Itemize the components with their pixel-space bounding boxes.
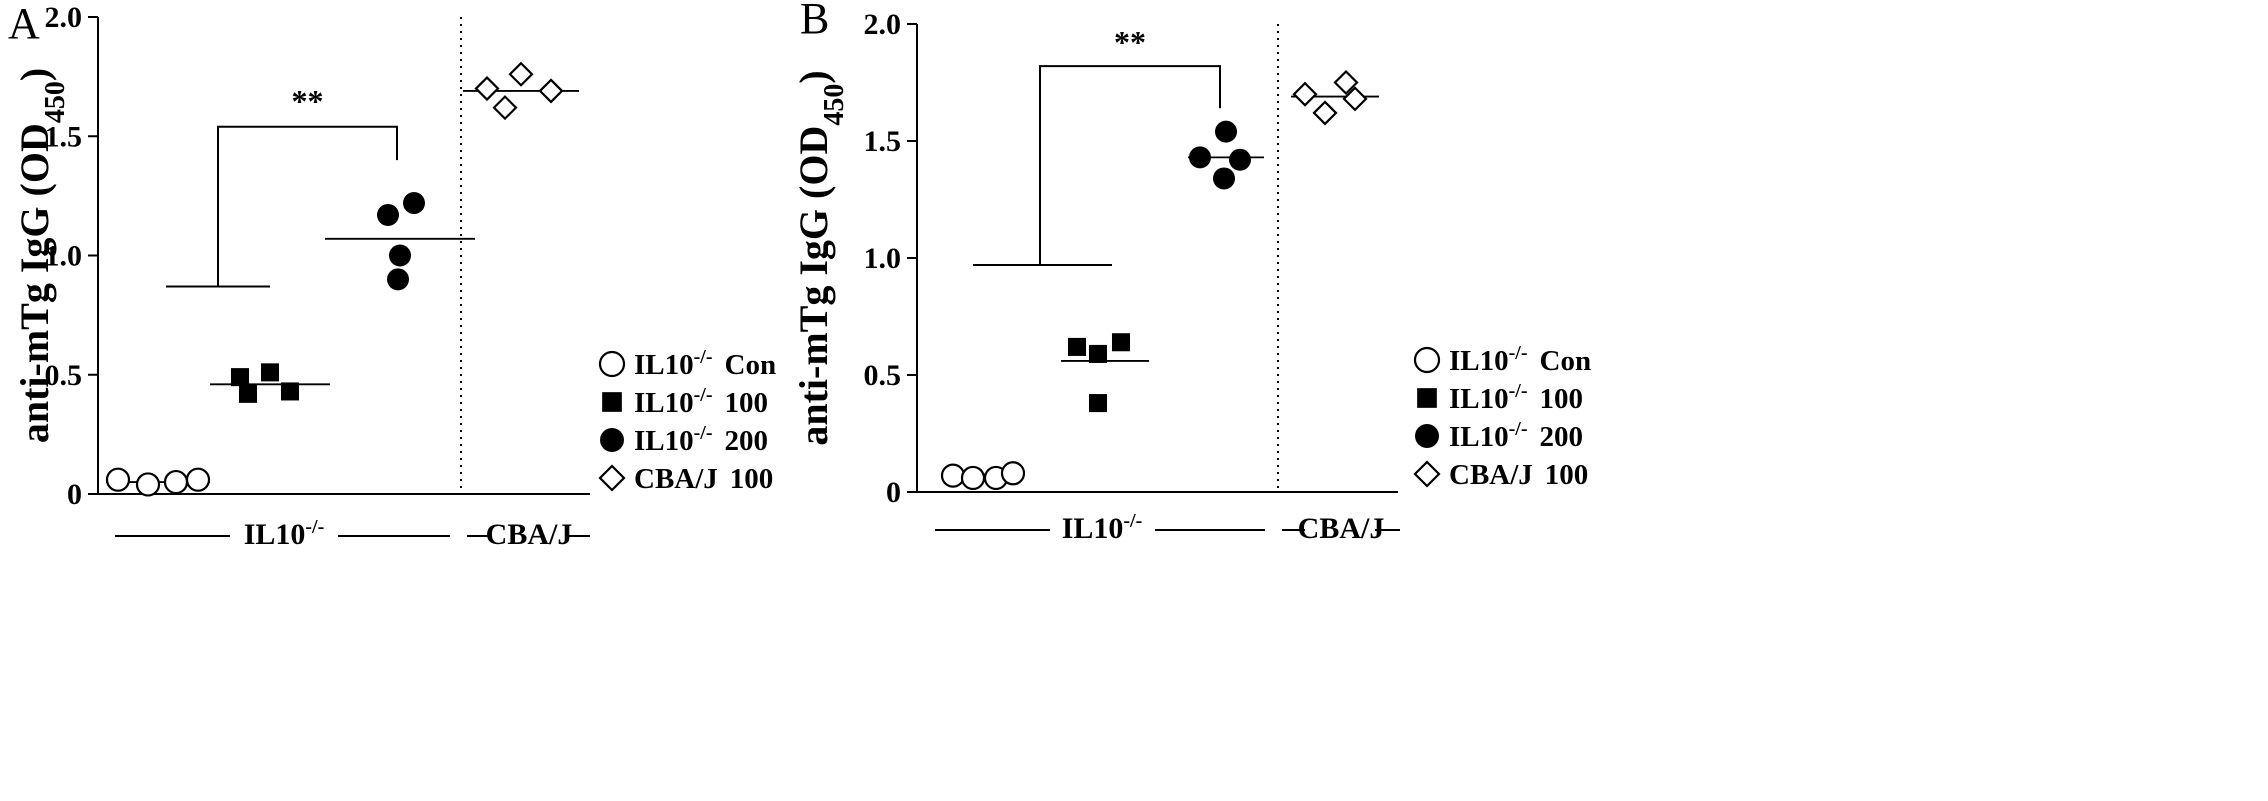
data-point: [474, 75, 500, 102]
data-point: [230, 368, 250, 387]
data-point: [492, 95, 518, 121]
data-point: [1229, 148, 1251, 171]
significance-label: **: [292, 83, 324, 119]
legend-marker: [1413, 346, 1441, 374]
data-point: [238, 384, 258, 403]
x-group-label: IL10-/-: [1062, 510, 1143, 545]
legend-marker: [602, 392, 622, 412]
data-point: [1292, 81, 1318, 107]
data-point: [960, 465, 986, 491]
legend-label: IL10-/- 100: [1449, 380, 1583, 415]
y-tick-label: 1.0: [45, 240, 83, 273]
panel-letter: B: [800, 0, 829, 43]
y-tick-label: 0.5: [864, 359, 902, 392]
data-point: [163, 469, 189, 495]
data-point: [1215, 120, 1237, 143]
data-point: [105, 467, 131, 492]
data-point: [280, 382, 300, 401]
data-point: [1000, 461, 1026, 486]
legend-label: IL10-/- 100: [634, 384, 768, 419]
significance-label: **: [1114, 24, 1146, 60]
legend-label: IL10-/- Con: [634, 346, 776, 381]
legend-label: IL10-/- 200: [1449, 418, 1583, 453]
data-point: [377, 203, 399, 226]
data-point: [508, 61, 534, 87]
y-axis-label: anti-mTg IgG (OD450): [791, 70, 850, 445]
legend-label: IL10-/- 200: [634, 422, 768, 457]
data-point: [135, 472, 161, 497]
y-tick-label: 0.5: [45, 359, 83, 392]
data-point: [1067, 337, 1087, 356]
legend-marker: [600, 428, 624, 452]
panel-b: B 0 0.5 1.0 1.5 2.0 anti-mTg IgG (OD450) ** IL10…: [791, 0, 1591, 545]
data-point: [387, 268, 409, 291]
legend-marker: [598, 464, 626, 492]
data-point: [1342, 86, 1368, 112]
legend-marker: [1413, 460, 1441, 488]
data-point: [538, 78, 564, 104]
data-point: [403, 192, 425, 215]
y-axis-label: anti-mTg IgG (OD450): [12, 68, 71, 443]
legend-marker: [598, 350, 626, 378]
data-point: [1088, 394, 1108, 413]
y-tick-label: 1.0: [864, 242, 902, 275]
data-point: [1088, 344, 1108, 363]
data-point: [185, 467, 211, 492]
y-tick-label: 1.5: [864, 125, 902, 158]
y-tick-label: 0: [67, 478, 82, 511]
data-point: [260, 363, 280, 382]
data-point: [1312, 100, 1338, 126]
panel-a: A 0 0.5 1.0 1.5 2.0 anti-mTg IgG (OD450) ** IL10…: [8, 0, 776, 551]
data-point: [1189, 146, 1211, 169]
y-tick-label: 0: [886, 476, 901, 509]
y-tick-label: 2.0: [864, 8, 902, 41]
significance-bracket: [1039, 65, 1221, 266]
data-point: [940, 463, 966, 488]
data-point: [1111, 333, 1131, 352]
y-tick-label: 1.5: [45, 120, 83, 153]
data-point: [389, 244, 411, 267]
panel-letter: A: [8, 0, 40, 48]
significance-bracket: [217, 125, 398, 287]
x-group-label: CBA/J: [1298, 512, 1385, 545]
legend-marker: [1417, 388, 1437, 408]
x-group-label: IL10-/-: [244, 516, 325, 551]
legend-label: IL10-/- Con: [1449, 342, 1591, 377]
data-point: [1213, 167, 1235, 190]
data-point: [1333, 69, 1359, 96]
legend-label: CBA/J 100: [634, 463, 773, 495]
x-group-label: CBA/J: [486, 518, 573, 551]
y-tick-label: 2.0: [45, 1, 83, 34]
legend-label: CBA/J 100: [1449, 459, 1588, 491]
legend-marker: [1415, 424, 1439, 448]
